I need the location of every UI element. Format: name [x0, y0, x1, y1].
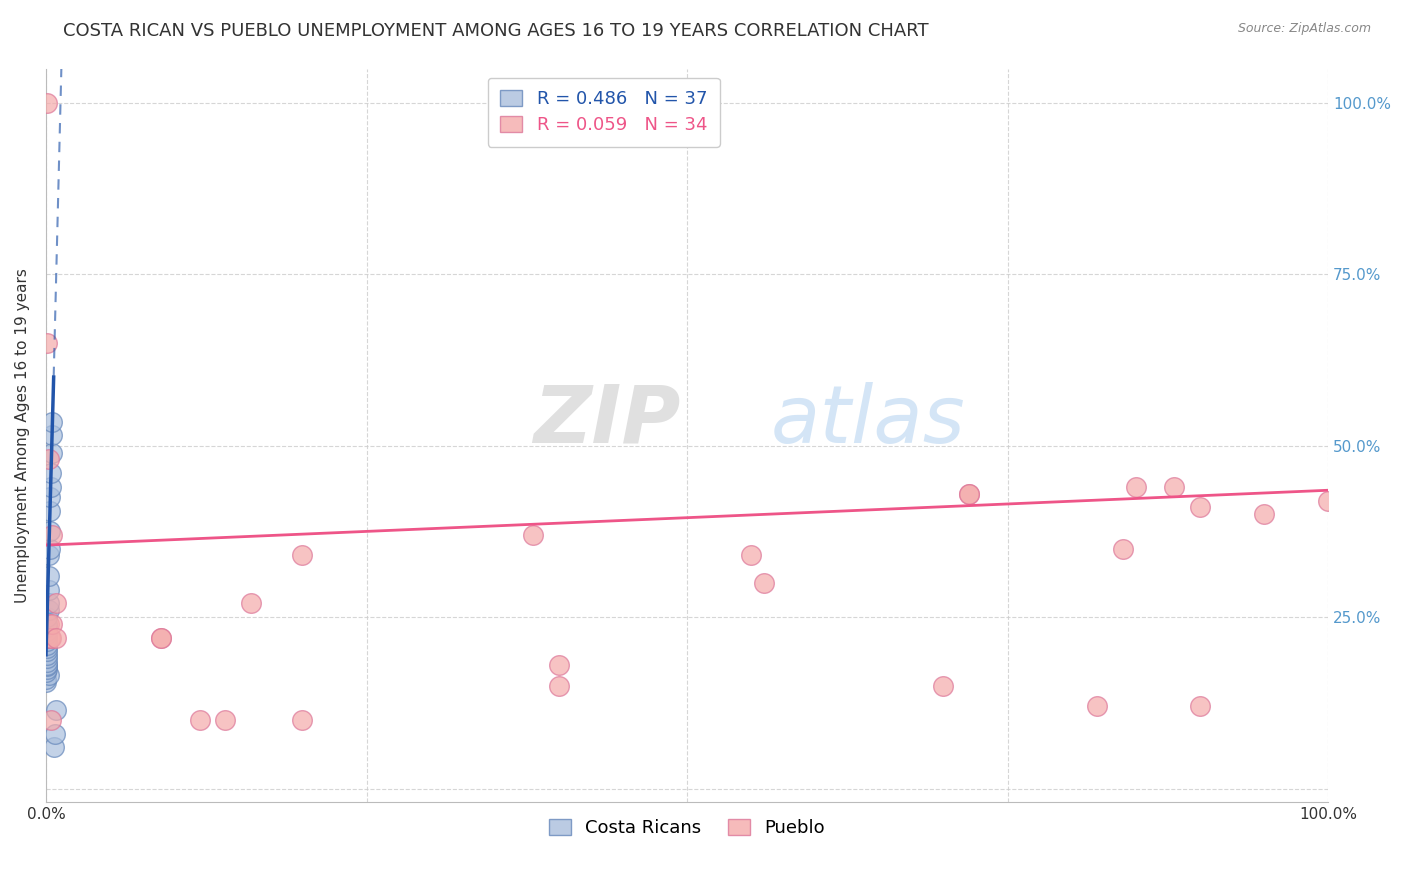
Point — [752, 575, 775, 590]
Point — [38, 668, 60, 682]
Point — [37, 95, 59, 110]
Point — [38, 569, 60, 583]
Point — [37, 624, 59, 638]
Text: COSTA RICAN VS PUEBLO UNEMPLOYMENT AMONG AGES 16 TO 19 YEARS CORRELATION CHART: COSTA RICAN VS PUEBLO UNEMPLOYMENT AMONG… — [63, 22, 929, 40]
Point — [291, 549, 314, 563]
Point — [1163, 480, 1185, 494]
Point — [37, 651, 59, 665]
Point — [38, 490, 60, 504]
Point — [38, 504, 60, 518]
Point — [1253, 508, 1275, 522]
Point — [41, 415, 63, 429]
Point — [38, 631, 60, 645]
Legend: Costa Ricans, Pueblo: Costa Ricans, Pueblo — [541, 812, 832, 845]
Point — [37, 638, 59, 652]
Point — [35, 675, 58, 690]
Point — [291, 713, 314, 727]
Point — [37, 335, 59, 350]
Point — [44, 727, 66, 741]
Text: Source: ZipAtlas.com: Source: ZipAtlas.com — [1237, 22, 1371, 36]
Point — [957, 486, 980, 500]
Point — [45, 631, 67, 645]
Point — [37, 659, 59, 673]
Point — [957, 486, 980, 500]
Point — [37, 658, 59, 673]
Point — [37, 627, 59, 641]
Point — [547, 658, 569, 673]
Point — [240, 596, 263, 610]
Point — [1085, 699, 1108, 714]
Point — [37, 617, 59, 632]
Point — [41, 428, 63, 442]
Point — [39, 466, 62, 480]
Point — [37, 620, 59, 634]
Point — [35, 672, 58, 686]
Point — [150, 631, 173, 645]
Point — [41, 528, 63, 542]
Point — [740, 549, 762, 563]
Point — [37, 644, 59, 658]
Point — [37, 661, 59, 675]
Point — [38, 582, 60, 597]
Point — [38, 541, 60, 556]
Point — [39, 480, 62, 494]
Point — [37, 634, 59, 648]
Point — [188, 713, 211, 727]
Text: atlas: atlas — [770, 382, 965, 459]
Point — [37, 640, 59, 655]
Point — [41, 445, 63, 459]
Point — [1188, 699, 1211, 714]
Point — [38, 549, 60, 563]
Point — [37, 631, 59, 645]
Point — [35, 665, 58, 679]
Point — [38, 596, 60, 610]
Point — [39, 631, 62, 645]
Point — [38, 524, 60, 539]
Point — [1112, 541, 1135, 556]
Point — [932, 679, 955, 693]
Y-axis label: Unemployment Among Ages 16 to 19 years: Unemployment Among Ages 16 to 19 years — [15, 268, 30, 603]
Point — [45, 596, 67, 610]
Point — [547, 679, 569, 693]
Point — [38, 617, 60, 632]
Point — [45, 703, 67, 717]
Point — [37, 648, 59, 662]
Point — [42, 740, 65, 755]
Point — [1188, 500, 1211, 515]
Point — [38, 603, 60, 617]
Point — [41, 617, 63, 632]
Point — [39, 713, 62, 727]
Point — [1317, 493, 1340, 508]
Point — [214, 713, 236, 727]
Point — [38, 452, 60, 467]
Point — [37, 655, 59, 669]
Point — [522, 528, 544, 542]
Text: ZIP: ZIP — [533, 382, 681, 459]
Point — [37, 610, 59, 624]
Point — [150, 631, 173, 645]
Point — [1125, 480, 1147, 494]
